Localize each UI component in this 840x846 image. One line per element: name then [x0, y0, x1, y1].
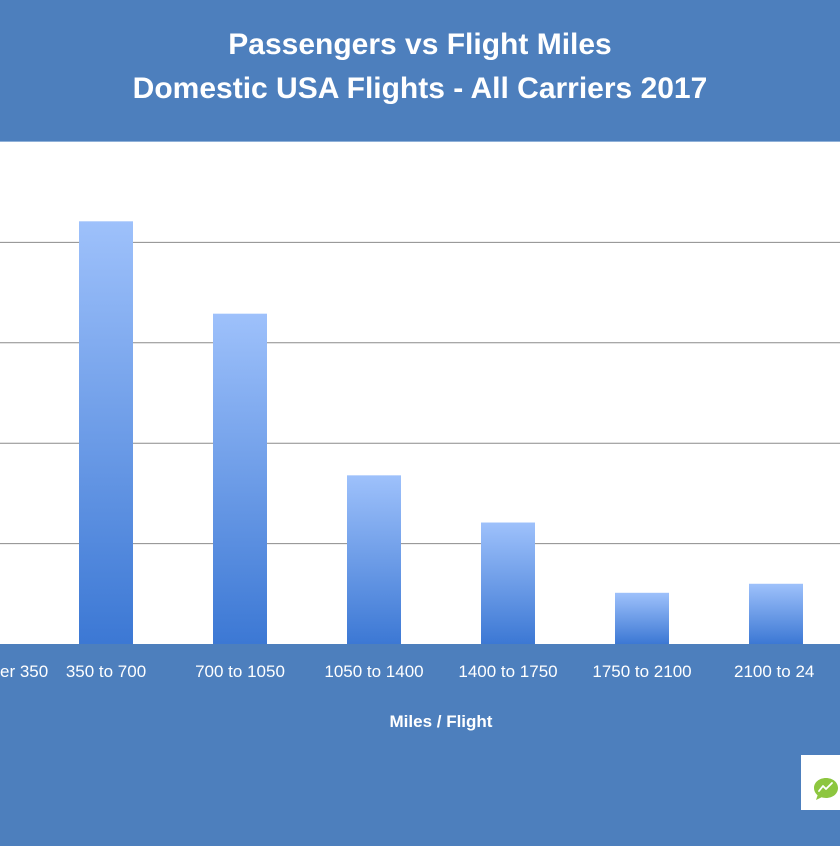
bar-2 — [79, 221, 133, 644]
bar-6 — [615, 592, 669, 644]
x-tick-label: 1750 to 2100 — [592, 662, 692, 681]
bar-chart — [0, 221, 840, 644]
gridlines — [0, 241, 840, 545]
bar-4 — [347, 475, 401, 644]
logo-badge — [801, 755, 840, 810]
x-tick-label: 2100 to 24 — [734, 662, 815, 681]
x-tick-label: 350 to 700 — [65, 662, 147, 681]
x-axis-label: Miles / Flight — [389, 712, 493, 731]
bars — [79, 221, 803, 644]
chart-subtitle: Domestic USA Flights - All Carriers 2017 — [132, 72, 708, 105]
x-tick-label: 1400 to 1750 — [458, 662, 558, 681]
x-tick-label: er 350 — [0, 662, 49, 681]
plot-area — [0, 142, 840, 644]
bar-3 — [213, 313, 267, 644]
x-tick-label: 700 to 1050 — [195, 662, 285, 681]
chart-title-band: Passengers vs Flight Miles Domestic USA … — [0, 0, 840, 142]
bar-5 — [481, 522, 535, 644]
bar-7 — [749, 583, 803, 644]
speech-bubble-chart-icon — [814, 778, 838, 800]
x-tick-label: 1050 to 1400 — [324, 662, 424, 681]
chart-title: Passengers vs Flight Miles — [228, 28, 612, 61]
